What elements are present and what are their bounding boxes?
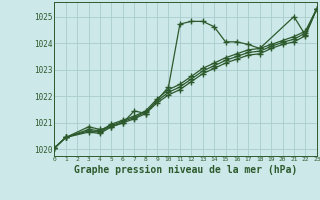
X-axis label: Graphe pression niveau de la mer (hPa): Graphe pression niveau de la mer (hPa) — [74, 165, 297, 175]
